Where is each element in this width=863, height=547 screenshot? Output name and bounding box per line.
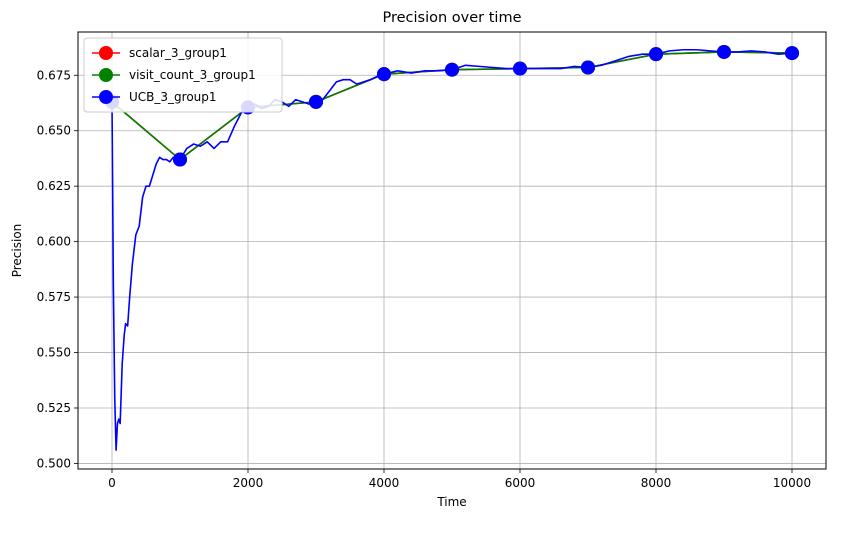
data-point-UCB_3_group1 [173,152,187,167]
legend-label: visit_count_3_group1 [129,68,256,82]
y-tick-label: 0.500 [37,456,71,470]
legend-marker [99,46,113,60]
y-tick-label: 0.675 [37,68,71,82]
legend-box [83,37,283,113]
y-tick-label: 0.575 [37,290,71,304]
plot-frame [77,31,827,470]
x-tick-label: 2000 [233,476,264,490]
legend-label: UCB_3_group1 [129,90,217,104]
data-point-UCB_3_group1 [649,47,663,62]
data-point-UCB_3_group1 [785,46,799,61]
x-tick-label: 8000 [641,476,672,490]
legend-marker [99,68,113,82]
x-tick-label: 6000 [505,476,536,490]
x-tick-label: 0 [108,476,116,490]
x-tick-label: 10000 [773,476,811,490]
y-axis-label: Precision [10,224,24,278]
y-tick-label: 0.525 [37,401,71,415]
data-point-UCB_3_group1 [377,67,391,82]
x-axis-label: Time [436,495,466,509]
data-point-UCB_3_group1 [309,94,323,109]
legend-marker [99,90,113,104]
chart-title: Precision over time [382,10,521,26]
series-line-UCB_3_group1 [111,48,793,451]
y-tick-label: 0.650 [37,124,71,138]
data-point-UCB_3_group1 [513,61,527,76]
data-point-UCB_3_group1 [717,44,731,59]
x-tick-label: 4000 [369,476,400,490]
legend-label: scalar_3_group1 [129,46,227,60]
data-point-UCB_3_group1 [445,62,459,77]
y-tick-label: 0.550 [37,346,71,360]
data-point-UCB_3_group1 [581,60,595,75]
legend: scalar_3_group1 visit_count_3_group1 UCB_3… [83,37,283,113]
axis-ticks: 0 2000 4000 6000 8000 10000 0.500 0.525 0.550 0.5… [37,68,811,490]
y-tick-label: 0.600 [37,235,71,249]
y-tick-label: 0.625 [37,179,71,193]
